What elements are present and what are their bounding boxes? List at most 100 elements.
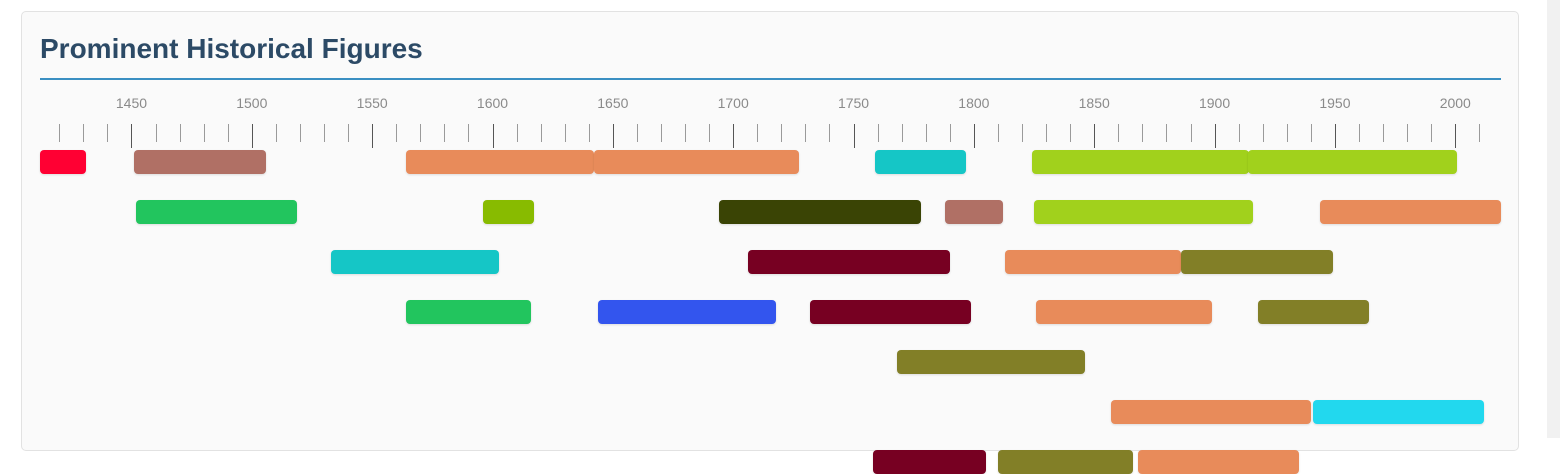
- timeline-bar[interactable]: [1034, 200, 1253, 224]
- axis-minor-tick: [661, 124, 662, 142]
- axis-minor-tick: [1191, 124, 1192, 142]
- axis-tick-label-1700: 1700: [717, 95, 749, 111]
- axis-major-tick: [372, 124, 373, 148]
- timeline-bar[interactable]: [1111, 400, 1311, 424]
- axis-minor-tick: [878, 124, 879, 142]
- axis-minor-tick: [998, 124, 999, 142]
- axis-major-tick: [613, 124, 614, 148]
- axis-minor-tick: [180, 124, 181, 142]
- timeline-bar[interactable]: [134, 150, 266, 174]
- timeline-bar[interactable]: [136, 200, 297, 224]
- timeline-bar[interactable]: [406, 150, 594, 174]
- timeline-bar[interactable]: [1181, 250, 1333, 274]
- title-divider: [40, 78, 1501, 80]
- timeline-bar[interactable]: [873, 450, 986, 474]
- axis-tick-label-1750: 1750: [837, 95, 870, 111]
- timeline-bar[interactable]: [1248, 150, 1457, 174]
- timeline-bar[interactable]: [1032, 150, 1249, 174]
- chart-panel: [21, 11, 1519, 451]
- timeline-bar[interactable]: [897, 350, 1085, 374]
- axis-tick-label-1550: 1550: [356, 95, 388, 111]
- timeline-bar[interactable]: [875, 150, 966, 174]
- axis-minor-tick: [1383, 124, 1384, 142]
- axis-major-tick: [974, 124, 975, 148]
- axis-minor-tick: [348, 124, 349, 142]
- timeline-bar[interactable]: [1138, 450, 1299, 474]
- timeline-bar[interactable]: [1036, 300, 1212, 324]
- axis-minor-tick: [541, 124, 542, 142]
- timeline-bar[interactable]: [483, 200, 534, 224]
- axis-minor-tick: [324, 124, 325, 142]
- axis-minor-tick: [589, 124, 590, 142]
- axis-tick-label-1600: 1600: [476, 95, 509, 111]
- axis-major-tick: [854, 124, 855, 148]
- axis-minor-tick: [781, 124, 782, 142]
- axis-minor-tick: [1407, 124, 1408, 142]
- axis-tick-label-1950: 1950: [1319, 95, 1351, 111]
- axis-major-tick: [1335, 124, 1336, 148]
- axis-minor-tick: [468, 124, 469, 142]
- axis-major-tick: [1094, 124, 1095, 148]
- timeline-bar[interactable]: [1320, 200, 1501, 224]
- axis-major-tick: [1215, 124, 1216, 148]
- axis-minor-tick: [1287, 124, 1288, 142]
- timeline-bar[interactable]: [598, 300, 776, 324]
- axis-major-tick: [1455, 124, 1456, 148]
- timeline-bar[interactable]: [1005, 250, 1181, 274]
- axis-tick-label-1800: 1800: [958, 95, 990, 111]
- axis-tick-label-1900: 1900: [1198, 95, 1231, 111]
- axis-minor-tick: [1479, 124, 1480, 142]
- timeline-bar[interactable]: [1313, 400, 1484, 424]
- axis-minor-tick: [1239, 124, 1240, 142]
- axis-major-tick: [131, 124, 132, 148]
- timeline-bar[interactable]: [810, 300, 971, 324]
- timeline-bar[interactable]: [331, 250, 499, 274]
- timeline-bar[interactable]: [719, 200, 921, 224]
- axis-minor-tick: [83, 124, 84, 142]
- timeline-bar[interactable]: [998, 450, 1133, 474]
- scrollbar[interactable]: [1547, 0, 1560, 438]
- axis-major-tick: [252, 124, 253, 148]
- axis-minor-tick: [1263, 124, 1264, 142]
- timeline-bar[interactable]: [945, 200, 1003, 224]
- axis-minor-tick: [1142, 124, 1143, 142]
- axis-minor-tick: [59, 124, 60, 142]
- axis-minor-tick: [637, 124, 638, 142]
- axis-tick-label-1650: 1650: [597, 95, 629, 111]
- axis-minor-tick: [805, 124, 806, 142]
- axis-minor-tick: [757, 124, 758, 142]
- axis-minor-tick: [950, 124, 951, 142]
- axis-minor-tick: [1070, 124, 1071, 142]
- axis-minor-tick: [1022, 124, 1023, 142]
- axis-major-tick: [733, 124, 734, 148]
- axis-minor-tick: [517, 124, 518, 142]
- axis-tick-label-1450: 1450: [115, 95, 148, 111]
- axis-minor-tick: [156, 124, 157, 142]
- axis-minor-tick: [829, 124, 830, 142]
- timeline-bar[interactable]: [748, 250, 950, 274]
- timeline-bar[interactable]: [406, 300, 531, 324]
- axis-minor-tick: [1311, 124, 1312, 142]
- timeline-bar[interactable]: [1258, 300, 1369, 324]
- axis-minor-tick: [902, 124, 903, 142]
- axis-minor-tick: [204, 124, 205, 142]
- axis-minor-tick: [107, 124, 108, 142]
- axis-minor-tick: [1118, 124, 1119, 142]
- axis-minor-tick: [396, 124, 397, 142]
- axis-minor-tick: [300, 124, 301, 142]
- axis-minor-tick: [444, 124, 445, 142]
- axis-minor-tick: [1359, 124, 1360, 142]
- axis-minor-tick: [276, 124, 277, 142]
- axis-minor-tick: [685, 124, 686, 142]
- axis-minor-tick: [709, 124, 710, 142]
- page-title: Prominent Historical Figures: [40, 33, 423, 64]
- timeline-bar[interactable]: [40, 150, 86, 174]
- axis-minor-tick: [420, 124, 421, 142]
- axis-minor-tick: [1046, 124, 1047, 142]
- axis-minor-tick: [926, 124, 927, 142]
- axis-tick-label-1850: 1850: [1078, 95, 1110, 111]
- timeline-bar[interactable]: [594, 150, 799, 174]
- axis-tick-label-2000: 2000: [1439, 95, 1471, 111]
- axis-minor-tick: [1166, 124, 1167, 142]
- axis-minor-tick: [228, 124, 229, 142]
